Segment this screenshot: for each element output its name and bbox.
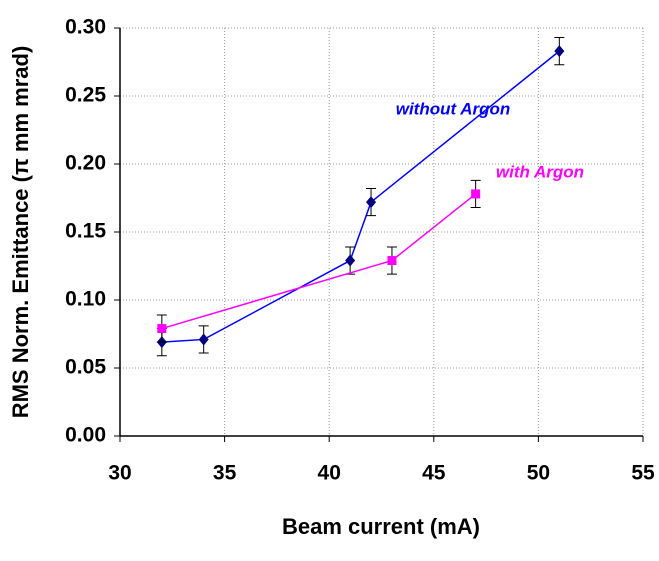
y-tick-label: 0.00	[65, 424, 106, 447]
x-tick-label: 35	[213, 462, 237, 485]
marker	[198, 333, 209, 346]
marker	[157, 324, 167, 334]
x-axis-title: Beam current (mA)	[282, 514, 480, 539]
x-tick-label: 40	[318, 462, 341, 485]
y-axis-title: RMS Norm. Emittance (π mm mrad)	[8, 46, 33, 419]
x-tick-label: 30	[108, 462, 131, 485]
series-annotation: without Argon	[396, 99, 511, 118]
marker	[387, 256, 397, 266]
y-tick-label: 0.25	[65, 84, 106, 107]
marker	[471, 189, 481, 199]
x-tick-label: 45	[422, 462, 446, 485]
x-tick-label: 55	[631, 462, 655, 485]
x-tick-label: 50	[527, 462, 550, 485]
marker	[366, 196, 377, 209]
series-line	[161, 50, 560, 343]
y-tick-label: 0.05	[65, 356, 106, 379]
y-tick-label: 0.20	[65, 152, 106, 175]
y-tick-label: 0.15	[65, 220, 106, 243]
series-annotation: with Argon	[496, 162, 584, 181]
y-tick-label: 0.30	[65, 16, 106, 39]
marker	[554, 45, 565, 58]
y-tick-label: 0.10	[65, 288, 106, 311]
marker	[345, 254, 356, 267]
series-line	[161, 193, 477, 330]
